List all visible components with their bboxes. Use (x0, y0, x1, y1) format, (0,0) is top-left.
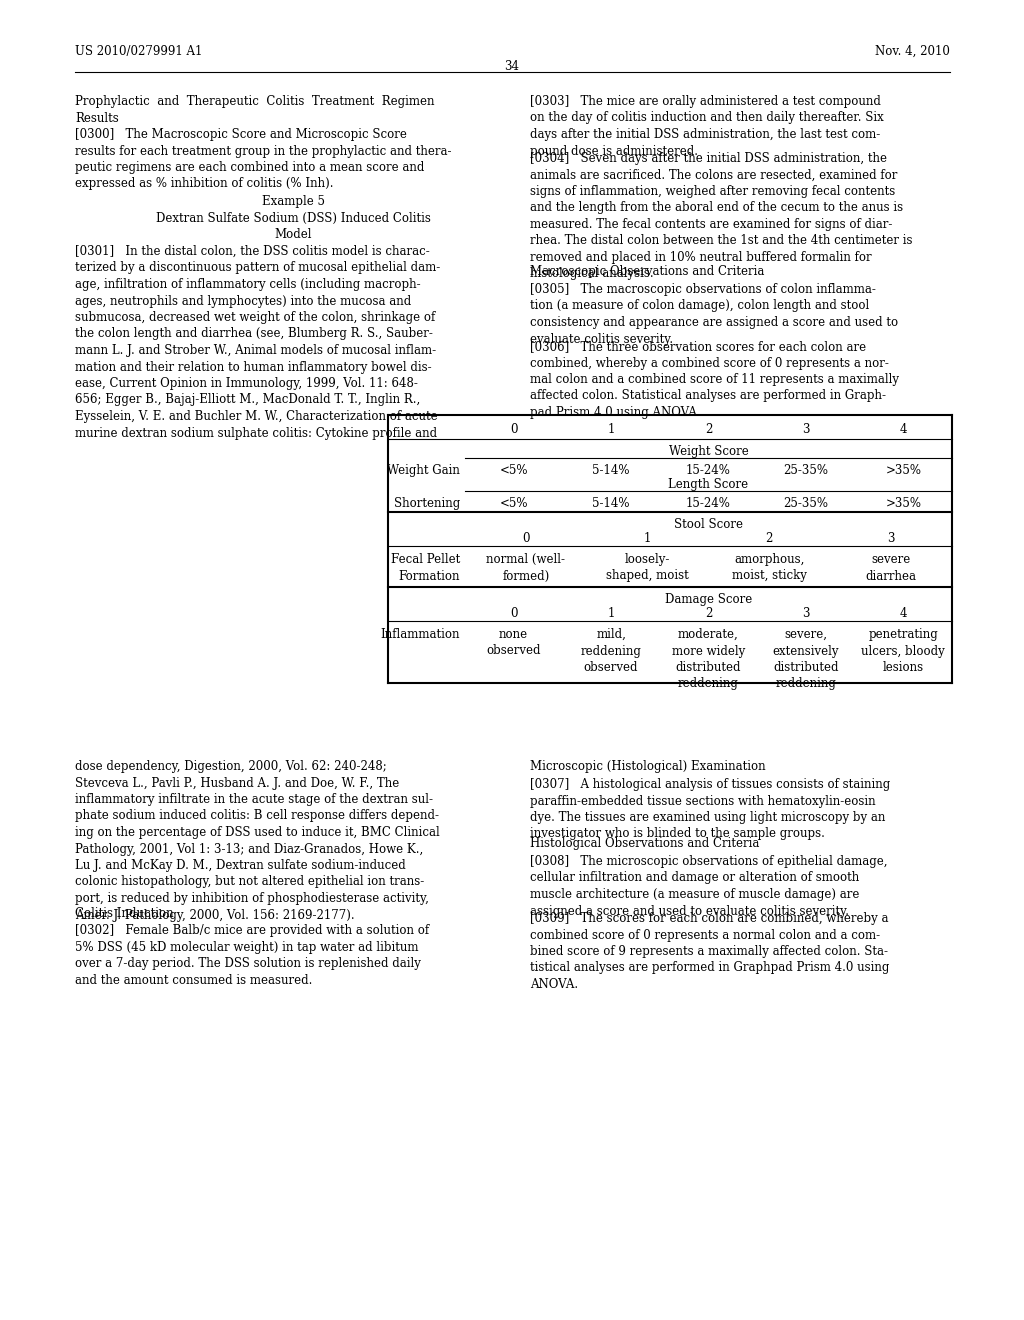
Text: 15-24%: 15-24% (686, 465, 731, 477)
Text: severe,
extensively
distributed
reddening: severe, extensively distributed reddenin… (773, 628, 839, 690)
Text: [0309]   The scores for each colon are combined, whereby a
combined score of 0 r: [0309] The scores for each colon are com… (530, 912, 890, 991)
Text: none
observed: none observed (486, 628, 541, 657)
Text: Weight Score: Weight Score (669, 445, 749, 458)
Text: [0300]   The Macroscopic Score and Microscopic Score
results for each treatment : [0300] The Macroscopic Score and Microsc… (75, 128, 452, 190)
Text: mild,
reddening
observed: mild, reddening observed (581, 628, 642, 675)
Text: Nov. 4, 2010: Nov. 4, 2010 (876, 45, 950, 58)
Text: 2: 2 (705, 422, 712, 436)
Text: Histological Observations and Criteria: Histological Observations and Criteria (530, 837, 760, 850)
Text: Colitis Induction: Colitis Induction (75, 907, 174, 920)
Text: 1: 1 (644, 532, 651, 545)
Text: <5%: <5% (500, 465, 528, 477)
Text: 4: 4 (899, 607, 907, 620)
Text: Shortening: Shortening (394, 498, 460, 510)
Text: 25-35%: 25-35% (783, 465, 828, 477)
Text: 0: 0 (510, 422, 517, 436)
Text: [0306]   The three observation scores for each colon are
combined, whereby a com: [0306] The three observation scores for … (530, 341, 899, 418)
Text: Inflammation: Inflammation (381, 628, 460, 642)
Text: Example 5: Example 5 (262, 195, 325, 209)
Text: 25-35%: 25-35% (783, 498, 828, 510)
Text: [0303]   The mice are orally administered a test compound
on the day of colitis : [0303] The mice are orally administered … (530, 95, 884, 157)
Text: [0302]   Female Balb/c mice are provided with a solution of
5% DSS (45 kD molecu: [0302] Female Balb/c mice are provided w… (75, 924, 429, 986)
Text: Damage Score: Damage Score (665, 593, 752, 606)
Text: 1: 1 (607, 422, 614, 436)
Text: Macroscopic Observations and Criteria: Macroscopic Observations and Criteria (530, 265, 764, 279)
Text: 0: 0 (522, 532, 529, 545)
Text: 1: 1 (607, 607, 614, 620)
Text: 3: 3 (802, 607, 810, 620)
Text: penetrating
ulcers, bloody
lesions: penetrating ulcers, bloody lesions (861, 628, 945, 675)
Text: moderate,
more widely
distributed
reddening: moderate, more widely distributed redden… (672, 628, 745, 690)
Text: >35%: >35% (886, 465, 922, 477)
Text: 5-14%: 5-14% (592, 465, 630, 477)
Text: Length Score: Length Score (669, 478, 749, 491)
Text: Fecal Pellet
Formation: Fecal Pellet Formation (391, 553, 460, 582)
Text: 2: 2 (705, 607, 712, 620)
Text: US 2010/0279991 A1: US 2010/0279991 A1 (75, 45, 203, 58)
Text: [0301]   In the distal colon, the DSS colitis model is charac-
terized by a disc: [0301] In the distal colon, the DSS coli… (75, 246, 440, 440)
Text: <5%: <5% (500, 498, 528, 510)
Text: 4: 4 (899, 422, 907, 436)
Text: Dextran Sulfate Sodium (DSS) Induced Colitis
Model: Dextran Sulfate Sodium (DSS) Induced Col… (156, 213, 431, 242)
Text: Stool Score: Stool Score (674, 517, 743, 531)
Text: dose dependency, Digestion, 2000, Vol. 62: 240-248;
Stevceva L., Pavli P., Husba: dose dependency, Digestion, 2000, Vol. 6… (75, 760, 439, 921)
Text: 3: 3 (888, 532, 895, 545)
Text: >35%: >35% (886, 498, 922, 510)
Text: Weight Gain: Weight Gain (387, 465, 460, 477)
Text: loosely-
shaped, moist: loosely- shaped, moist (606, 553, 689, 582)
Text: 15-24%: 15-24% (686, 498, 731, 510)
Text: amorphous,
moist, sticky: amorphous, moist, sticky (732, 553, 807, 582)
Text: 2: 2 (766, 532, 773, 545)
Text: Microscopic (Histological) Examination: Microscopic (Histological) Examination (530, 760, 766, 774)
Text: [0304]   Seven days after the initial DSS administration, the
animals are sacrif: [0304] Seven days after the initial DSS … (530, 152, 912, 281)
Text: [0305]   The macroscopic observations of colon inflamma-
tion (a measure of colo: [0305] The macroscopic observations of c… (530, 282, 898, 346)
Text: 0: 0 (510, 607, 517, 620)
Text: severe
diarrhea: severe diarrhea (865, 553, 916, 582)
Text: [0308]   The microscopic observations of epithelial damage,
cellular infiltratio: [0308] The microscopic observations of e… (530, 855, 888, 917)
Text: 34: 34 (505, 59, 519, 73)
Text: [0307]   A histological analysis of tissues consists of staining
paraffin-embedd: [0307] A histological analysis of tissue… (530, 777, 890, 841)
Text: 5-14%: 5-14% (592, 498, 630, 510)
Text: Prophylactic  and  Therapeutic  Colitis  Treatment  Regimen
Results: Prophylactic and Therapeutic Colitis Tre… (75, 95, 434, 124)
Text: normal (well-
formed): normal (well- formed) (486, 553, 565, 582)
Text: 3: 3 (802, 422, 810, 436)
